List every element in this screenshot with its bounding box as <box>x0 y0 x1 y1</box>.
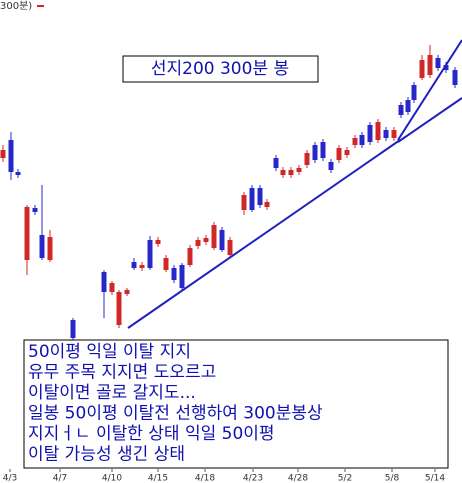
candle-body <box>344 150 350 155</box>
candle-body <box>435 58 441 68</box>
x-tick-label: 5/14 <box>425 474 445 483</box>
candle-body <box>419 60 425 78</box>
trend-line <box>397 97 462 143</box>
candle-body <box>24 207 30 260</box>
candle-body <box>131 262 137 268</box>
candle-body <box>101 272 107 292</box>
candle-body <box>203 238 209 242</box>
candle-body <box>139 265 145 268</box>
x-tick-label: 4/10 <box>102 474 122 483</box>
x-tick-label: 4/7 <box>53 474 67 483</box>
candle-body <box>383 130 389 138</box>
candle-body <box>359 135 365 145</box>
candle-body <box>375 122 381 140</box>
candle-body <box>411 85 417 100</box>
title-box <box>122 55 319 83</box>
candle-body <box>171 268 177 280</box>
x-tick-label: 4/23 <box>243 474 263 483</box>
candle-body <box>47 237 53 260</box>
candle-body <box>296 168 302 172</box>
candle-body <box>241 195 247 210</box>
x-tick-label: 4/28 <box>288 474 308 483</box>
candle-body <box>257 188 263 205</box>
annotation-line: 지지ㅓㄴ 이탈한 상태 익일 50이평 <box>28 424 275 444</box>
candle-body <box>8 140 14 172</box>
candle-body <box>427 55 433 75</box>
candle-body <box>264 202 270 207</box>
candle-body <box>124 290 130 294</box>
candle-body <box>211 225 217 248</box>
x-tick-label: 4/18 <box>195 474 215 483</box>
candle-body <box>391 130 397 138</box>
annotation-line: 이탈 가능성 생긴 상태 <box>28 445 185 465</box>
candle-body <box>405 100 411 112</box>
candle-body <box>155 240 161 244</box>
candle-body <box>219 230 225 250</box>
x-tick-label: 5/2 <box>338 474 352 483</box>
x-tick-label: 5/8 <box>385 474 400 483</box>
candle-body <box>227 240 233 255</box>
chart-title: 선지200 300분 봉 <box>151 59 289 79</box>
trend-line <box>127 139 401 329</box>
candle-body <box>195 240 201 246</box>
candle-body <box>15 172 21 175</box>
annotation-line: 유무 주목 지지면 도오르고 <box>28 363 216 383</box>
candle-body <box>0 150 6 158</box>
annotation-box <box>23 339 449 469</box>
corner-label: 300분) <box>0 0 32 12</box>
candle-body <box>116 292 122 325</box>
candle-body <box>352 138 358 145</box>
candle-body <box>304 153 310 165</box>
candle-body <box>288 170 294 175</box>
candle-body <box>367 125 373 142</box>
candle-body <box>320 142 326 158</box>
x-tick-label: 4/15 <box>148 474 168 483</box>
candle-body <box>187 248 193 265</box>
candle-body <box>443 65 449 70</box>
candle-body <box>70 320 76 338</box>
candle-body <box>398 105 404 115</box>
candle-body <box>39 235 45 258</box>
candle-body <box>249 188 255 210</box>
candle-body <box>312 145 318 160</box>
candle-body <box>328 162 334 170</box>
candle-body <box>179 265 185 288</box>
candle-body <box>336 148 342 160</box>
candle-body <box>147 240 153 268</box>
candle-body <box>273 158 279 168</box>
candle-body <box>32 208 38 212</box>
candle-body <box>280 170 286 175</box>
annotation-line: 이탈이면 골로 갈지도... <box>28 383 196 403</box>
candle-body <box>452 70 458 85</box>
x-tick-label: 4/3 <box>3 474 17 483</box>
candle-body <box>163 258 169 270</box>
candle-body <box>109 283 115 292</box>
annotation-line: 일봉 50이평 이탈전 선행하여 300분봉상 <box>28 404 323 424</box>
annotation-line: 50이평 익일 이탈 지지 <box>28 342 191 362</box>
trend-line <box>397 39 462 141</box>
